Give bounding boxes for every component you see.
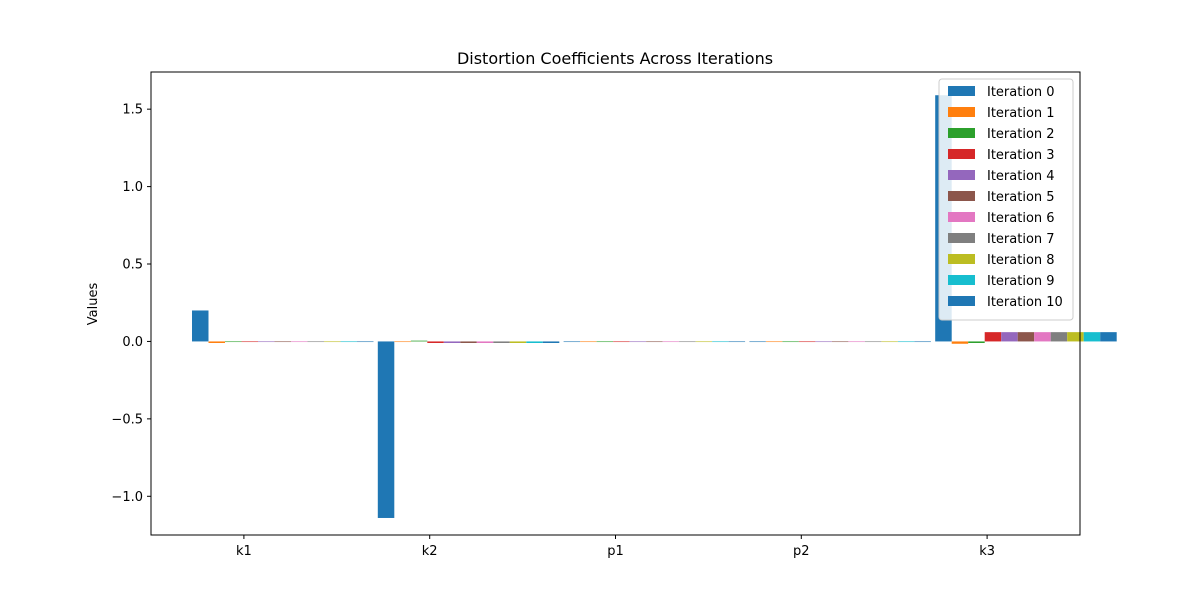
bar-k1-series-5 [274, 341, 291, 343]
bar-k2-series-8 [509, 341, 527, 343]
x-tick-label: k3 [979, 544, 995, 559]
bar-k3-series-10 [1100, 332, 1117, 342]
legend: Iteration 0 Iteration 1 Iteration 2 Iterati… [938, 78, 1074, 321]
y-tick-label: 1.5 [122, 103, 143, 118]
legend-swatch [948, 296, 975, 306]
legend-label: Iteration 2 [987, 127, 1055, 142]
bar-p1-series-9 [712, 341, 729, 343]
bar-p1-series-6 [662, 341, 680, 343]
bar-k3-series-7 [1050, 332, 1068, 342]
bar-k1-series-0 [192, 310, 209, 342]
x-tick-label: p1 [607, 544, 624, 559]
bar-k2-series-3 [427, 341, 444, 343]
bar-k2-series-6 [476, 341, 494, 343]
bar-p1-series-7 [679, 341, 696, 343]
bar-k3-series-3 [984, 332, 1002, 342]
bar-k2-series-1 [394, 341, 411, 343]
axes-layer: −1.0 −0.5 0.0 0.5 1.0 1.5 k1 k2 p1 p2 k3 [111, 71, 1081, 559]
bar-k1-series-2 [225, 341, 242, 343]
bar-p2-series-6 [848, 341, 865, 343]
x-tick-label: k2 [422, 544, 438, 559]
chart-title: Distortion Coefficients Across Iteration… [457, 49, 773, 68]
bar-k3-series-8 [1067, 332, 1084, 342]
bar-p2-series-2 [782, 341, 799, 343]
legend-swatch [948, 233, 975, 243]
bar-k3-series-9 [1083, 332, 1101, 342]
bar-k3-series-2 [968, 341, 985, 343]
x-tick-label: k1 [236, 544, 252, 559]
bar-k3-series-1 [951, 341, 969, 344]
legend-label: Iteration 4 [987, 169, 1055, 184]
bar-k1-series-10 [357, 341, 374, 343]
bar-k3-series-6 [1034, 332, 1051, 342]
legend-label: Iteration 10 [987, 295, 1063, 310]
bar-p2-series-10 [914, 341, 931, 343]
bar-k1-series-4 [258, 341, 275, 343]
y-tick-label: 0.0 [122, 335, 143, 350]
bar-p2-series-3 [798, 341, 816, 343]
bar-k1-series-9 [340, 341, 357, 343]
bar-p1-series-1 [580, 341, 597, 343]
bar-k2-series-2 [410, 340, 428, 342]
bar-p1-series-3 [613, 341, 630, 343]
legend-swatch [948, 191, 975, 201]
x-tick-label: p2 [793, 544, 810, 559]
bar-p1-series-5 [646, 341, 663, 343]
legend-swatch [948, 128, 975, 138]
y-tick-label: −0.5 [111, 412, 143, 427]
legend-swatch [948, 254, 975, 264]
legend-swatch [948, 107, 975, 117]
bar-p2-series-8 [881, 341, 898, 343]
bar-k2-series-0 [377, 341, 395, 518]
bar-p1-series-0 [563, 341, 581, 343]
bar-p1-series-10 [728, 341, 746, 343]
legend-label: Iteration 7 [987, 232, 1055, 247]
legend-label: Iteration 0 [987, 85, 1055, 100]
legend-swatch [948, 86, 975, 96]
y-axis-label: Values [86, 283, 101, 326]
y-tick-label: 0.5 [122, 258, 143, 273]
bar-k1-series-1 [208, 341, 225, 343]
bar-p2-series-7 [864, 341, 882, 343]
y-tick-label: 1.0 [122, 180, 143, 195]
legend-swatch [948, 275, 975, 285]
legend-swatch [948, 170, 975, 180]
bar-k3-series-4 [1001, 332, 1018, 342]
bar-k2-series-7 [493, 341, 510, 343]
legend-label: Iteration 1 [987, 106, 1055, 121]
bar-p1-series-4 [629, 341, 647, 343]
bar-p2-series-4 [815, 341, 832, 343]
bar-p2-series-1 [765, 341, 783, 343]
bar-k1-series-8 [324, 341, 341, 343]
bar-p1-series-8 [695, 341, 713, 343]
legend-label: Iteration 5 [987, 190, 1055, 205]
bar-k1-series-6 [291, 341, 308, 343]
legend-swatch [948, 149, 975, 159]
bar-p1-series-2 [596, 341, 614, 343]
bar-k2-series-10 [542, 341, 560, 343]
legend-swatch [948, 212, 975, 222]
legend-label: Iteration 3 [987, 148, 1055, 163]
bar-p2-series-0 [749, 341, 766, 343]
legend-label: Iteration 6 [987, 211, 1055, 226]
bar-p2-series-5 [831, 341, 849, 343]
legend-label: Iteration 8 [987, 253, 1055, 268]
bar-k1-series-7 [307, 341, 324, 343]
bar-k2-series-5 [460, 341, 477, 343]
legend-label: Iteration 9 [987, 274, 1055, 289]
bar-k1-series-3 [241, 341, 258, 343]
bar-k2-series-9 [526, 341, 543, 343]
bar-k3-series-5 [1017, 332, 1035, 342]
bar-p2-series-9 [897, 341, 915, 343]
bar-k2-series-4 [443, 341, 461, 343]
y-tick-label: −1.0 [111, 490, 143, 505]
